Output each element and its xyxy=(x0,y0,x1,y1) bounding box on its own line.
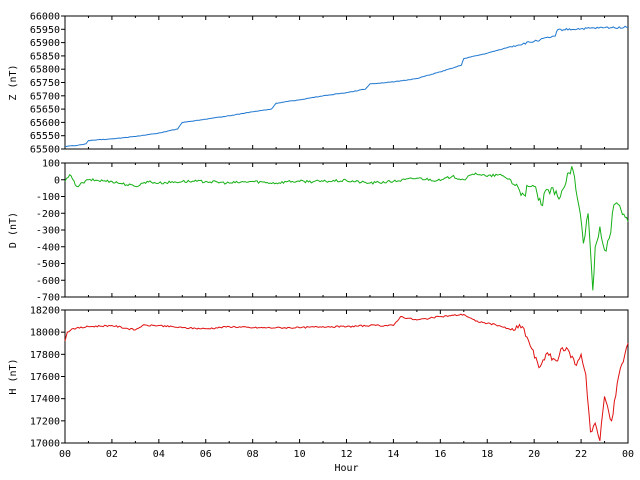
y-tick-label: 65800 xyxy=(30,65,60,76)
y-tick-label: 65900 xyxy=(30,38,60,49)
x-tick-label: 08 xyxy=(247,449,259,460)
series-line xyxy=(64,25,628,148)
panel-2: 18200 18000 17800 17600 17400 17200 17000 H (nT… xyxy=(8,306,629,450)
x-tick-label: 06 xyxy=(200,449,212,460)
panel-0: 66000 65950 65900 65850 65800 65750 65700 65650… xyxy=(8,12,629,156)
x-tick-label: 00 xyxy=(622,449,634,460)
x-axis-title: Hour xyxy=(334,463,358,474)
series-line xyxy=(64,166,629,291)
x-tick-label: 20 xyxy=(528,449,540,460)
y-tick-label: 18200 xyxy=(30,306,60,317)
y-tick-label: 17600 xyxy=(30,372,60,383)
y-tick-label: -700 xyxy=(36,293,60,304)
x-tick-label: 12 xyxy=(340,449,352,460)
y-tick-label: 18000 xyxy=(30,328,60,339)
x-tick-label: 02 xyxy=(106,449,118,460)
y-tick-label: 65500 xyxy=(30,145,60,156)
x-tick-label: 04 xyxy=(153,449,165,460)
y-tick-label: -400 xyxy=(36,242,60,253)
y-tick-label: 65550 xyxy=(30,131,60,142)
y-tick-label: 17200 xyxy=(30,416,60,427)
x-tick-label: 10 xyxy=(294,449,306,460)
x-tick-label: 14 xyxy=(387,449,399,460)
y-axis-title: Z (nT) xyxy=(8,64,19,100)
y-tick-label: 100 xyxy=(42,159,60,170)
y-tick-label: 65700 xyxy=(30,91,60,102)
y-tick-label: 65650 xyxy=(30,105,60,116)
plot-frame xyxy=(64,15,629,150)
y-tick-label: 65750 xyxy=(30,78,60,89)
y-axis-title: D (nT) xyxy=(8,212,19,248)
x-tick-label: 18 xyxy=(481,449,493,460)
y-tick-label: 65600 xyxy=(30,118,60,129)
y-tick-label: 17800 xyxy=(30,350,60,361)
panel-1: 100 0 -100 -200 -300 -400 -500 -600 -700 D (nT) xyxy=(8,159,629,304)
y-tick-label: 66000 xyxy=(30,12,60,23)
x-tick-label: 22 xyxy=(575,449,587,460)
y-tick-label: 65850 xyxy=(30,51,60,62)
plot-frame xyxy=(64,162,629,298)
x-tick-label: 00 xyxy=(59,449,71,460)
y-axis-title: H (nT) xyxy=(8,358,19,394)
y-tick-label: -100 xyxy=(36,192,60,203)
y-tick-label: -500 xyxy=(36,259,60,270)
y-tick-label: -600 xyxy=(36,276,60,287)
y-tick-label: 65950 xyxy=(30,25,60,36)
y-tick-label: -200 xyxy=(36,209,60,220)
y-tick-label: 0 xyxy=(54,175,60,186)
plot-frame xyxy=(64,309,629,444)
x-tick-label: 16 xyxy=(434,449,446,460)
y-tick-label: -300 xyxy=(36,226,60,237)
y-tick-label: 17400 xyxy=(30,394,60,405)
y-tick-label: 17000 xyxy=(30,439,60,450)
series-line xyxy=(64,313,629,441)
